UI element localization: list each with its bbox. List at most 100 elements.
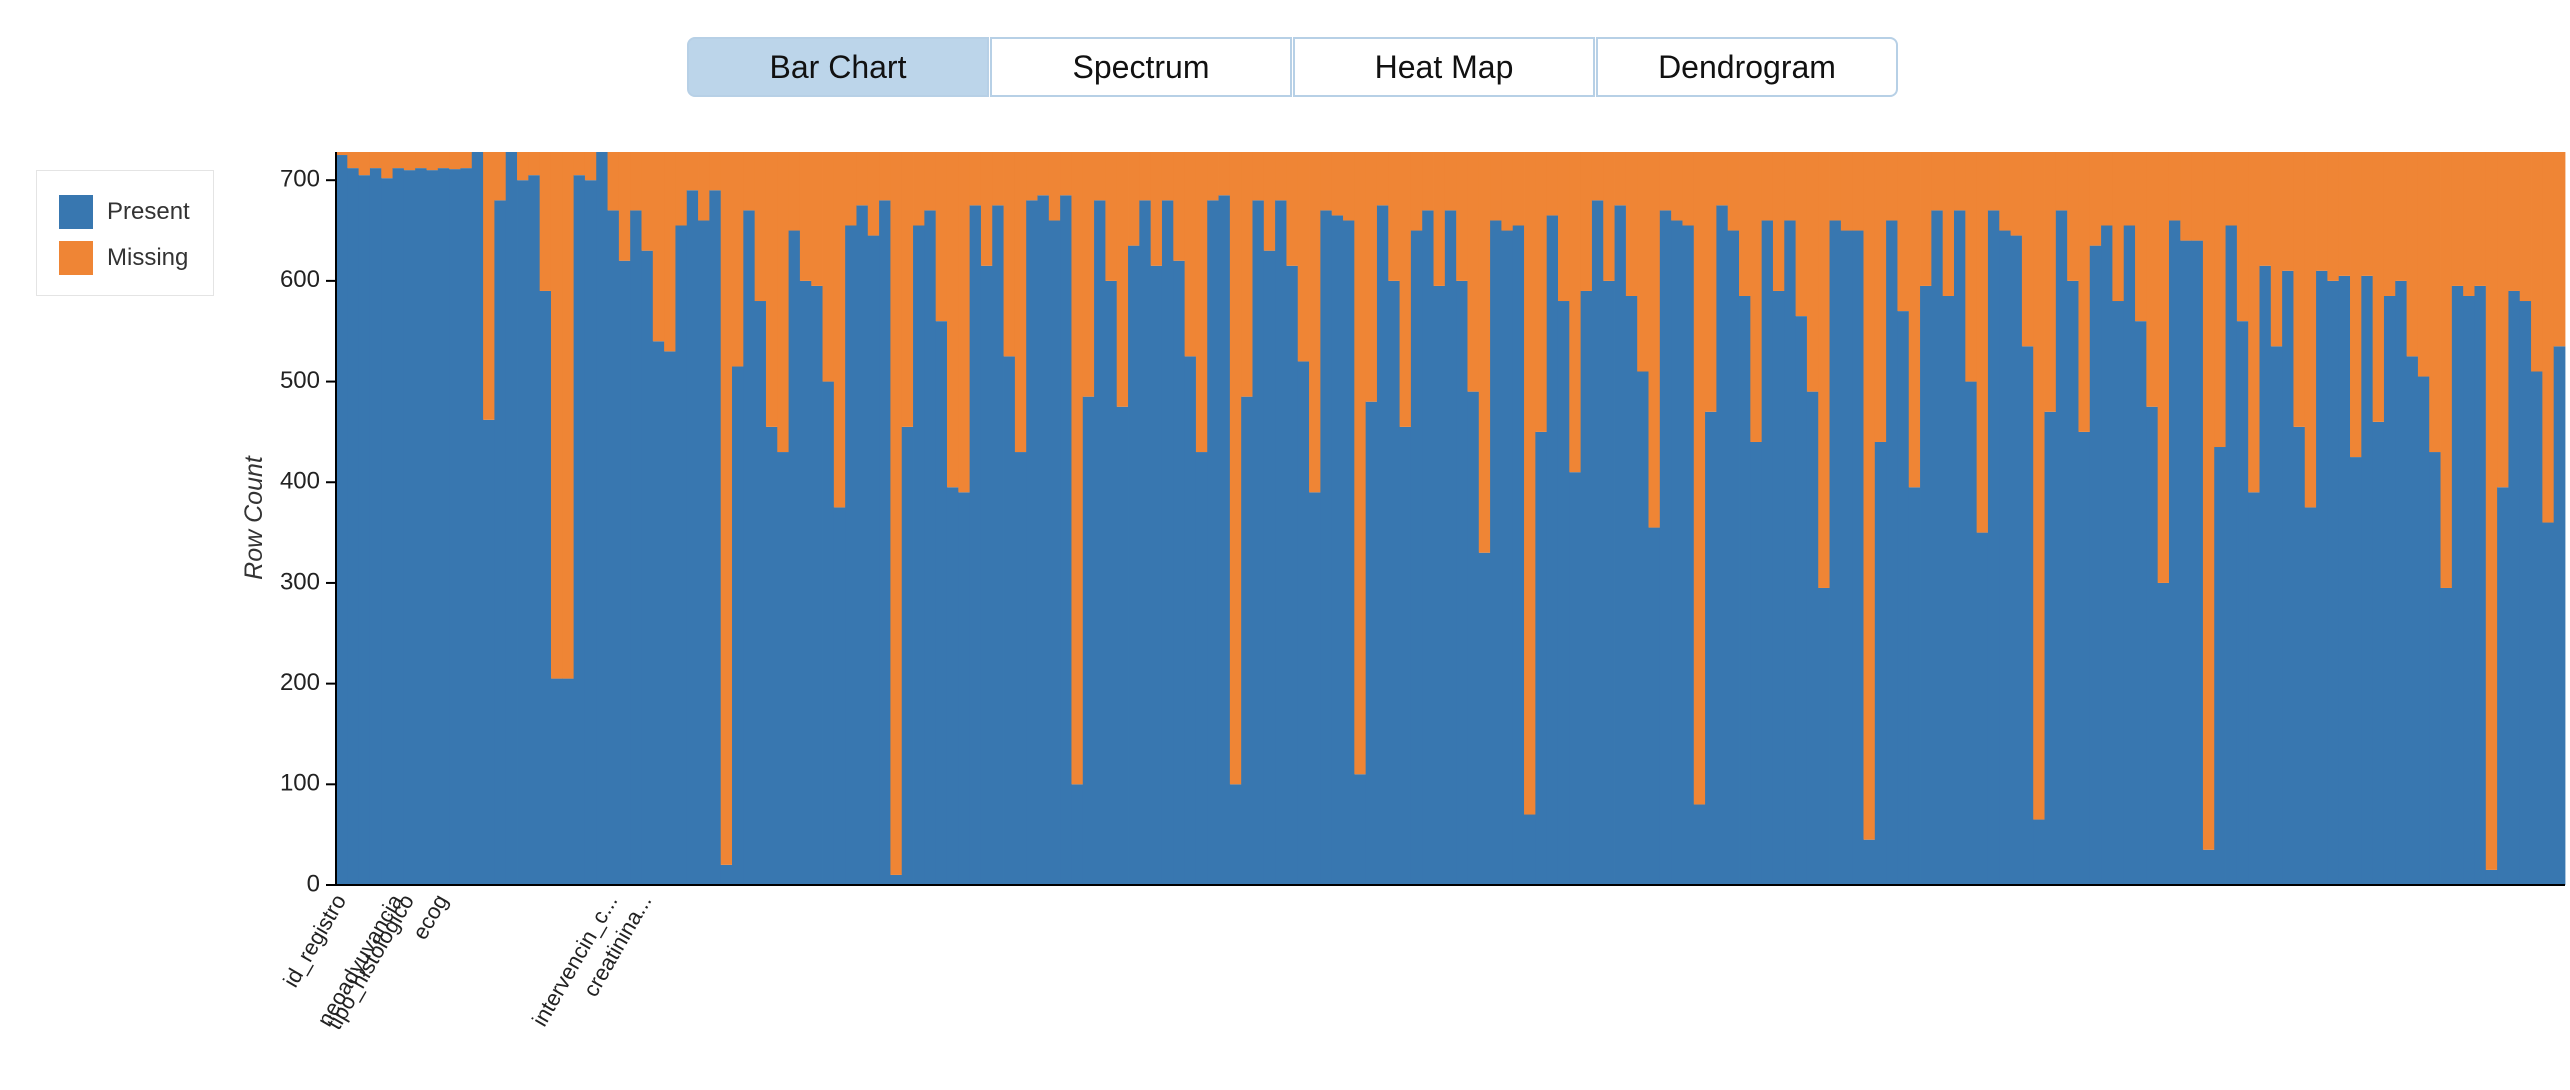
bar-segment xyxy=(2089,245,2102,885)
bar-segment xyxy=(403,152,416,171)
bar-segment xyxy=(2463,295,2475,885)
bar-segment xyxy=(1161,200,1174,886)
bar-segment xyxy=(2236,152,2249,322)
bar-segment xyxy=(2123,225,2136,886)
bar-segment xyxy=(1410,152,1423,231)
bar-segment xyxy=(1761,152,1774,221)
tab[interactable]: Spectrum xyxy=(990,37,1292,97)
bar-segment xyxy=(1874,441,1887,885)
bar-segment xyxy=(2485,869,2498,885)
bar-segment xyxy=(2316,270,2328,885)
bar-segment xyxy=(2157,152,2170,583)
bar-segment xyxy=(2055,210,2068,886)
bar-segment xyxy=(1467,391,1480,885)
bar-segment xyxy=(1410,230,1423,886)
bar-segment xyxy=(1659,210,1672,886)
bar-segment xyxy=(811,152,823,286)
bar-segment xyxy=(675,225,688,886)
bar-segment xyxy=(1897,152,1910,312)
y-tick-label: 700 xyxy=(280,166,320,193)
bar-segment xyxy=(2542,152,2555,523)
tab[interactable]: Dendrogram xyxy=(1596,37,1898,97)
bar-segment xyxy=(2440,152,2453,588)
bar-segment xyxy=(992,205,1004,885)
bar-segment xyxy=(765,152,778,427)
bar-segment xyxy=(1942,295,1955,885)
bar-segment xyxy=(494,200,507,886)
bar-segment xyxy=(777,452,789,885)
bar-segment xyxy=(1320,210,1333,886)
y-tick-label: 400 xyxy=(280,468,320,495)
bar-segment xyxy=(822,152,835,382)
bar-segment xyxy=(1060,152,1072,196)
bar-segment xyxy=(528,175,541,886)
bar-segment xyxy=(2395,280,2407,885)
bar-segment xyxy=(867,152,880,236)
bar-segment xyxy=(2010,152,2023,236)
bar-segment xyxy=(1965,381,1978,885)
bar-segment xyxy=(1886,220,1898,885)
bar-segment xyxy=(788,230,801,886)
y-tick-label: 600 xyxy=(280,266,320,293)
bar-segment xyxy=(1433,152,1446,286)
bar-segment xyxy=(1173,260,1186,885)
bar-segment xyxy=(913,225,925,886)
bar-segment xyxy=(1987,152,2000,211)
bar-segment xyxy=(2146,152,2159,407)
y-tick-label: 300 xyxy=(280,568,320,595)
tab[interactable]: Heat Map xyxy=(1293,37,1595,97)
bar-segment xyxy=(1229,784,1242,885)
bar-segment xyxy=(1094,200,1106,886)
bar-segment xyxy=(1727,230,1740,886)
bar-segment xyxy=(924,210,937,886)
bar-segment xyxy=(2044,411,2057,885)
bar-segment xyxy=(1840,152,1853,231)
bar-segment xyxy=(1501,230,1514,886)
bar-segment xyxy=(415,152,427,169)
bar-segment xyxy=(1524,814,1536,885)
bar-segment xyxy=(584,180,597,885)
bar-segment xyxy=(2021,346,2034,885)
bar-segment xyxy=(1388,280,1400,885)
bar-segment xyxy=(1535,431,1548,885)
bar-segment xyxy=(2350,152,2362,458)
bar-segment xyxy=(1388,152,1400,281)
legend-label: Present xyxy=(107,198,190,225)
bar-segment xyxy=(1671,220,1683,885)
x-tick-label: ecog xyxy=(407,890,453,944)
bar-segment xyxy=(1444,210,1457,886)
bar-segment xyxy=(867,235,880,885)
bar-segment xyxy=(1376,205,1389,885)
bar-segment xyxy=(720,152,733,865)
bar-segment xyxy=(1207,200,1219,886)
legend-swatch xyxy=(59,241,93,275)
bar-segment xyxy=(2089,152,2102,246)
bar-segment xyxy=(336,155,348,885)
bar-segment xyxy=(539,290,552,885)
bar-segment xyxy=(777,152,789,453)
bar-segment xyxy=(1105,280,1118,885)
bar-segment xyxy=(2440,587,2453,885)
bar-segment xyxy=(709,190,722,885)
bar-segment xyxy=(1161,152,1174,201)
bar-segment xyxy=(1750,152,1763,442)
bar-segment xyxy=(743,152,756,211)
bar-segment xyxy=(732,152,744,367)
bar-segment xyxy=(2508,290,2521,885)
bar-segment xyxy=(2202,849,2215,885)
bar-segment xyxy=(1116,406,1129,885)
bar-segment xyxy=(2553,346,2566,885)
bar-segment xyxy=(2553,152,2566,347)
bar-segment xyxy=(392,152,405,169)
bar-segment xyxy=(1603,280,1615,885)
bar-segment xyxy=(494,152,507,201)
bar-segment xyxy=(607,152,620,211)
bar-segment xyxy=(890,152,903,875)
bar-segment xyxy=(460,168,473,886)
bar-segment xyxy=(788,152,801,231)
bar-segment xyxy=(1014,452,1027,885)
bar-segment xyxy=(369,168,382,886)
bar-segment xyxy=(2248,492,2260,885)
bar-segment xyxy=(415,168,427,886)
tab[interactable]: Bar Chart xyxy=(687,37,989,97)
